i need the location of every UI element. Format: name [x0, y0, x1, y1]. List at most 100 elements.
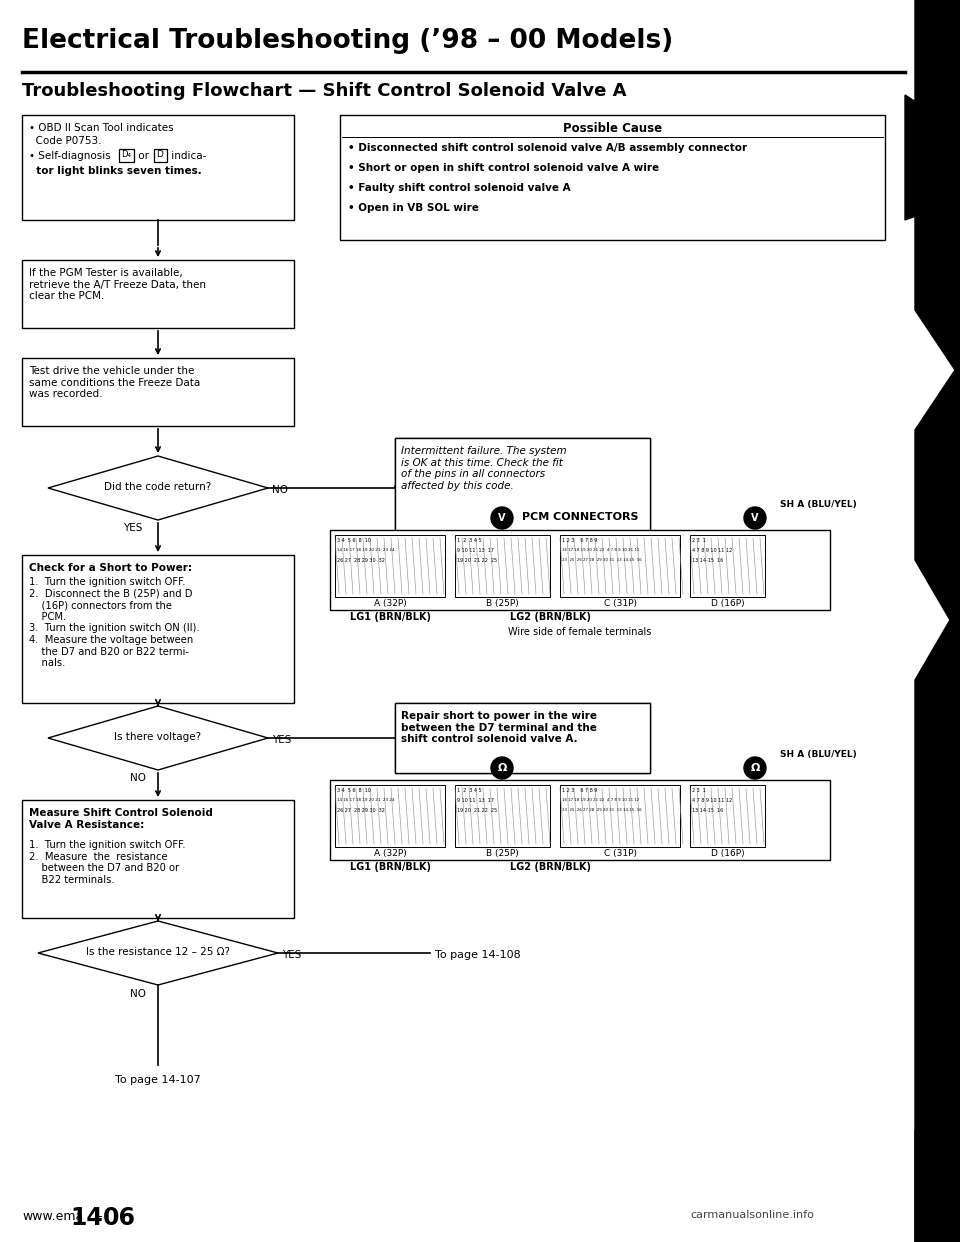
Text: 26 27  28 29 30  32: 26 27 28 29 30 32 [337, 558, 385, 563]
Text: LG1 (BRN/BLK): LG1 (BRN/BLK) [349, 612, 430, 622]
Bar [22, 555, 294, 703]
Circle shape [744, 507, 766, 529]
Text: B (25P): B (25P) [486, 599, 518, 609]
Bar [22, 116, 294, 220]
Text: NO: NO [272, 484, 288, 496]
Bar [22, 358, 294, 426]
Bar [22, 800, 294, 918]
Polygon shape [905, 94, 960, 220]
Text: Ω: Ω [497, 763, 507, 773]
Text: 1 2 3    6 7 8 9: 1 2 3 6 7 8 9 [562, 538, 597, 543]
Polygon shape [915, 1110, 960, 1242]
Text: indica-: indica- [168, 152, 206, 161]
Bar [22, 260, 294, 328]
Bar [395, 438, 650, 533]
Text: A (32P): A (32P) [373, 850, 406, 858]
Text: 4 7 8 9 10 11 12: 4 7 8 9 10 11 12 [692, 548, 732, 553]
Text: 23  25  26 27 28  29 30 31  13 14-15  16: 23 25 26 27 28 29 30 31 13 14-15 16 [562, 809, 641, 812]
Polygon shape [38, 922, 278, 985]
Bar [340, 116, 885, 240]
Text: If the PGM Tester is available,
retrieve the A/T Freeze Data, then
clear the PCM: If the PGM Tester is available, retrieve… [29, 268, 206, 302]
Text: Code P0753.: Code P0753. [29, 137, 102, 147]
Text: Troubleshooting Flowchart — Shift Control Solenoid Valve A: Troubleshooting Flowchart — Shift Contro… [22, 82, 627, 101]
Text: 2 3  1: 2 3 1 [692, 538, 706, 543]
Text: • Disconnected shift control solenoid valve A/B assembly connector: • Disconnected shift control solenoid va… [348, 143, 747, 153]
Text: 19 20  21 22  25: 19 20 21 22 25 [457, 809, 497, 814]
Text: Is the resistance 12 – 25 Ω?: Is the resistance 12 – 25 Ω? [86, 946, 230, 958]
Text: SH A (BLU/YEL): SH A (BLU/YEL) [780, 501, 856, 509]
Text: • Short or open in shift control solenoid valve A wire: • Short or open in shift control solenoi… [348, 163, 660, 173]
Text: • OBD II Scan Tool indicates: • OBD II Scan Tool indicates [29, 123, 174, 133]
Bar [690, 535, 765, 597]
Circle shape [744, 758, 766, 779]
Bar [335, 785, 445, 847]
Text: NO: NO [130, 989, 146, 999]
Text: 1 2 3    6 7 8 9: 1 2 3 6 7 8 9 [562, 787, 597, 792]
Text: 2 3  1: 2 3 1 [692, 787, 706, 792]
Text: LG2 (BRN/BLK): LG2 (BRN/BLK) [510, 612, 590, 622]
Text: • Self-diagnosis: • Self-diagnosis [29, 152, 114, 161]
Bar [455, 785, 550, 847]
Text: Ω: Ω [751, 763, 759, 773]
Text: • Faulty shift control solenoid valve A: • Faulty shift control solenoid valve A [348, 183, 570, 193]
Text: PCM CONNECTORS: PCM CONNECTORS [521, 512, 638, 522]
Text: YES: YES [272, 735, 292, 745]
Bar [330, 780, 830, 859]
Text: 9 10 11  13  17: 9 10 11 13 17 [457, 548, 494, 553]
Text: D (16P): D (16P) [710, 850, 744, 858]
Text: A (32P): A (32P) [373, 599, 406, 609]
Text: 16 17 18 19 20 21 22  4 7 8 9 10 11 12: 16 17 18 19 20 21 22 4 7 8 9 10 11 12 [562, 548, 639, 551]
Text: 19 20  21 22  25: 19 20 21 22 25 [457, 558, 497, 563]
Text: To page 14-107: To page 14-107 [115, 1076, 201, 1086]
Text: 14: 14 [70, 1206, 103, 1230]
Text: -: - [97, 1210, 102, 1223]
Bar [154, 149, 167, 161]
Text: SH A (BLU/YEL): SH A (BLU/YEL) [780, 750, 856, 759]
Bar [395, 438, 650, 533]
Text: C (31P): C (31P) [604, 850, 636, 858]
Text: B (25P): B (25P) [486, 850, 518, 858]
Text: Test drive the vehicle under the
same conditions the Freeze Data
was recorded.: Test drive the vehicle under the same co… [29, 366, 201, 399]
Text: 1  2  3 4 5: 1 2 3 4 5 [457, 787, 482, 792]
Bar [560, 785, 680, 847]
Text: 1.  Turn the ignition switch OFF.
2.  Disconnect the B (25P) and D
    (16P) con: 1. Turn the ignition switch OFF. 2. Disc… [29, 578, 200, 668]
Text: YES: YES [123, 523, 142, 533]
Bar [119, 149, 134, 161]
Text: www.ema: www.ema [22, 1210, 84, 1223]
Text: Check for a Short to Power:: Check for a Short to Power: [29, 563, 192, 573]
Bar [395, 703, 650, 773]
Text: Intermittent failure. The system
is OK at this time. Check the fit
of the pins i: Intermittent failure. The system is OK a… [401, 446, 566, 491]
Text: • Open in VB SOL wire: • Open in VB SOL wire [348, 202, 479, 212]
Text: LG2 (BRN/BLK): LG2 (BRN/BLK) [510, 862, 590, 872]
Bar [690, 785, 765, 847]
Text: 14 16 17 18 19 20 21  23 24: 14 16 17 18 19 20 21 23 24 [337, 548, 395, 551]
Text: 14 16 17 18 19 20 21  23 24: 14 16 17 18 19 20 21 23 24 [337, 799, 395, 802]
Text: 3 4  5 6  8  10: 3 4 5 6 8 10 [337, 787, 371, 792]
Text: Electrical Troubleshooting (’98 – 00 Models): Electrical Troubleshooting (’98 – 00 Mod… [22, 29, 673, 53]
Text: Is there voltage?: Is there voltage? [114, 732, 202, 741]
Text: 4 7 8 9 10 11 12: 4 7 8 9 10 11 12 [692, 799, 732, 804]
Text: 9 10 11  13  17: 9 10 11 13 17 [457, 799, 494, 804]
Circle shape [491, 507, 513, 529]
Text: C (31P): C (31P) [604, 599, 636, 609]
Text: D: D [156, 150, 163, 159]
Text: Repair short to power in the wire
between the D7 terminal and the
shift control : Repair short to power in the wire betwee… [401, 710, 597, 744]
Text: 1  2  3 4 5: 1 2 3 4 5 [457, 538, 482, 543]
Text: 3 4  5 6  8  10: 3 4 5 6 8 10 [337, 538, 371, 543]
Text: tor light blinks seven times.: tor light blinks seven times. [29, 166, 202, 176]
Text: 23  25  26 27 28  29 30 31  13 14-15  16: 23 25 26 27 28 29 30 31 13 14-15 16 [562, 558, 641, 561]
Polygon shape [48, 456, 268, 520]
Text: carmanualsonline.info: carmanualsonline.info [690, 1210, 814, 1220]
Text: To page 14-108: To page 14-108 [435, 950, 520, 960]
Bar [395, 703, 650, 773]
Text: 26 27  28 29 30  32: 26 27 28 29 30 32 [337, 809, 385, 814]
Text: Did the code return?: Did the code return? [105, 482, 211, 492]
Bar [455, 535, 550, 597]
Text: D₄: D₄ [121, 150, 131, 159]
Polygon shape [48, 705, 268, 770]
Text: 06: 06 [103, 1206, 136, 1230]
Text: or: or [135, 152, 153, 161]
Text: V: V [498, 513, 506, 523]
Text: 16 17 18 19 20 21 22  4 7 8 9 10 11 12: 16 17 18 19 20 21 22 4 7 8 9 10 11 12 [562, 799, 639, 802]
Circle shape [491, 758, 513, 779]
